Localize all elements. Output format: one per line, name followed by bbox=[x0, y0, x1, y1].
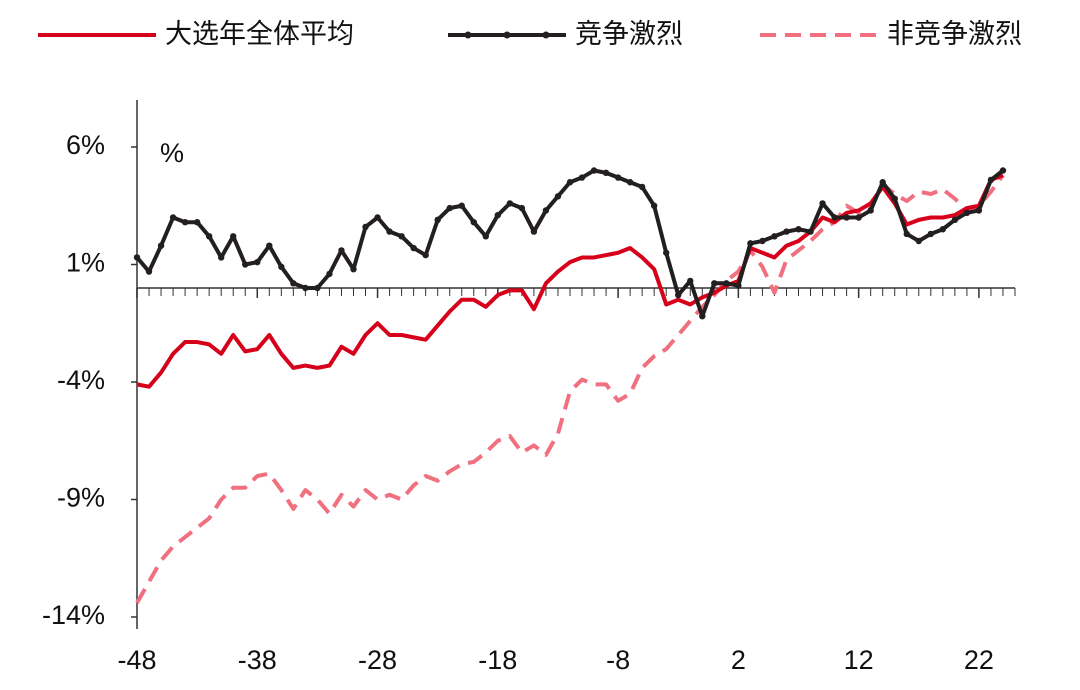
point-marker bbox=[494, 211, 502, 219]
point-marker bbox=[915, 237, 922, 245]
point-marker bbox=[807, 228, 814, 235]
point-marker bbox=[242, 261, 249, 268]
point-marker bbox=[747, 240, 754, 247]
point-marker bbox=[434, 216, 441, 224]
point-marker bbox=[410, 244, 417, 252]
point-marker bbox=[711, 280, 718, 287]
point-marker bbox=[314, 284, 321, 292]
point-marker bbox=[963, 209, 971, 216]
point-marker bbox=[326, 270, 333, 278]
point-marker bbox=[578, 174, 586, 181]
point-marker bbox=[590, 167, 598, 174]
x-tick-label: -28 bbox=[358, 645, 397, 675]
point-marker bbox=[230, 233, 237, 240]
point-marker bbox=[278, 263, 285, 271]
point-marker bbox=[999, 167, 1007, 174]
point-marker bbox=[879, 179, 886, 186]
point-marker bbox=[602, 169, 610, 177]
point-marker bbox=[338, 247, 345, 254]
x-tick-label: 2 bbox=[731, 645, 746, 675]
series-line bbox=[135, 174, 1005, 604]
point-marker bbox=[650, 202, 658, 209]
point-marker bbox=[458, 202, 465, 209]
y-tick-label: -4% bbox=[57, 365, 105, 395]
legend-label: 大选年全体平均 bbox=[165, 19, 354, 49]
point-marker bbox=[831, 214, 838, 221]
point-marker bbox=[254, 258, 261, 266]
point-marker bbox=[819, 200, 826, 207]
point-marker bbox=[614, 174, 622, 181]
point-marker bbox=[181, 219, 189, 226]
x-tick-label: 12 bbox=[844, 645, 874, 675]
point-marker bbox=[482, 233, 489, 240]
point-marker bbox=[951, 216, 959, 224]
point-marker bbox=[145, 268, 153, 275]
y-tick-label: 6% bbox=[66, 130, 105, 160]
point-marker bbox=[687, 277, 694, 285]
point-marker bbox=[843, 214, 850, 221]
point-marker bbox=[518, 204, 526, 212]
legend-marker bbox=[503, 31, 511, 39]
point-marker bbox=[566, 179, 574, 186]
point-marker bbox=[446, 204, 453, 212]
legend-marker bbox=[464, 31, 472, 39]
point-marker bbox=[217, 254, 225, 261]
point-marker bbox=[302, 284, 309, 292]
point-marker bbox=[699, 313, 706, 320]
point-marker bbox=[374, 214, 381, 221]
point-marker bbox=[266, 242, 273, 249]
legend-label: 竞争激烈 bbox=[575, 19, 683, 49]
point-marker bbox=[205, 233, 213, 240]
point-marker bbox=[290, 280, 297, 287]
point-marker bbox=[795, 226, 802, 233]
point-marker bbox=[554, 193, 562, 200]
point-marker bbox=[783, 228, 790, 235]
legend-label: 非竞争激烈 bbox=[887, 19, 1022, 49]
point-marker bbox=[422, 251, 429, 259]
point-marker bbox=[903, 230, 910, 238]
point-marker bbox=[193, 219, 201, 226]
point-marker bbox=[530, 228, 538, 235]
point-marker bbox=[735, 282, 742, 289]
x-tick-label: -18 bbox=[478, 645, 517, 675]
point-marker bbox=[867, 207, 874, 214]
point-marker bbox=[398, 233, 405, 240]
y-tick-label: -14% bbox=[42, 600, 105, 630]
point-marker bbox=[362, 223, 369, 231]
point-marker bbox=[675, 291, 682, 299]
point-marker bbox=[975, 207, 983, 214]
x-tick-label: -48 bbox=[117, 645, 156, 675]
legend-marker bbox=[542, 31, 550, 39]
point-marker bbox=[638, 183, 646, 191]
point-marker bbox=[542, 207, 550, 214]
point-marker bbox=[386, 228, 393, 235]
annotation: % bbox=[160, 138, 184, 168]
point-marker bbox=[169, 214, 177, 221]
point-marker bbox=[157, 242, 165, 249]
point-marker bbox=[927, 230, 935, 238]
y-tick-label: 1% bbox=[66, 248, 105, 278]
point-marker bbox=[506, 200, 514, 207]
point-marker bbox=[771, 233, 778, 240]
x-tick-label: -8 bbox=[606, 645, 630, 675]
series-line bbox=[136, 173, 1004, 389]
point-marker bbox=[939, 226, 947, 233]
point-marker bbox=[133, 254, 141, 261]
point-marker bbox=[470, 219, 477, 226]
point-marker bbox=[663, 249, 670, 256]
point-marker bbox=[855, 214, 862, 221]
point-marker bbox=[759, 237, 766, 245]
x-tick-label: -38 bbox=[238, 645, 277, 675]
x-tick-label: 22 bbox=[964, 645, 994, 675]
y-tick-label: -9% bbox=[57, 483, 105, 513]
point-marker bbox=[626, 179, 634, 186]
point-marker bbox=[891, 195, 898, 202]
point-marker bbox=[987, 176, 995, 184]
point-marker bbox=[723, 280, 730, 287]
point-marker bbox=[350, 266, 357, 273]
